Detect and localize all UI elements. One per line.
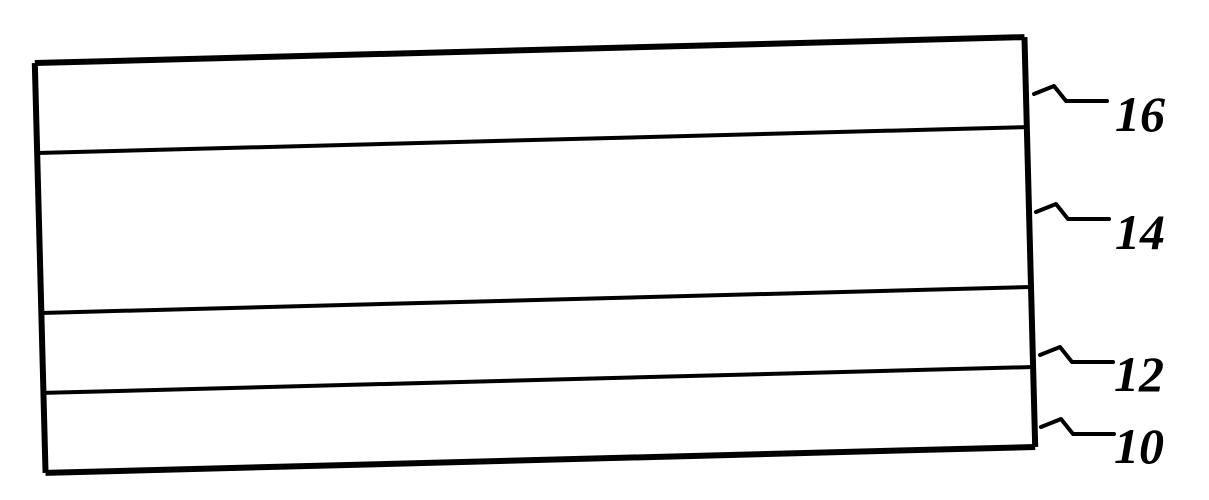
inner-line-2 (37, 127, 1027, 153)
rect-left (35, 63, 46, 473)
label-16: 16 (1115, 85, 1165, 143)
leader-16 (1034, 86, 1107, 101)
label-10: 10 (1114, 417, 1164, 475)
layer-diagram (0, 0, 1209, 500)
inner-line-1 (41, 287, 1031, 313)
inner-line-0 (43, 367, 1033, 393)
label-12: 12 (1114, 345, 1164, 403)
leader-10 (1041, 419, 1114, 434)
rect-top (35, 37, 1025, 63)
label-14: 14 (1115, 203, 1165, 261)
rect-right (1024, 37, 1035, 447)
leader-12 (1040, 347, 1113, 362)
leader-14 (1036, 204, 1109, 219)
rect-bottom (46, 447, 1036, 473)
